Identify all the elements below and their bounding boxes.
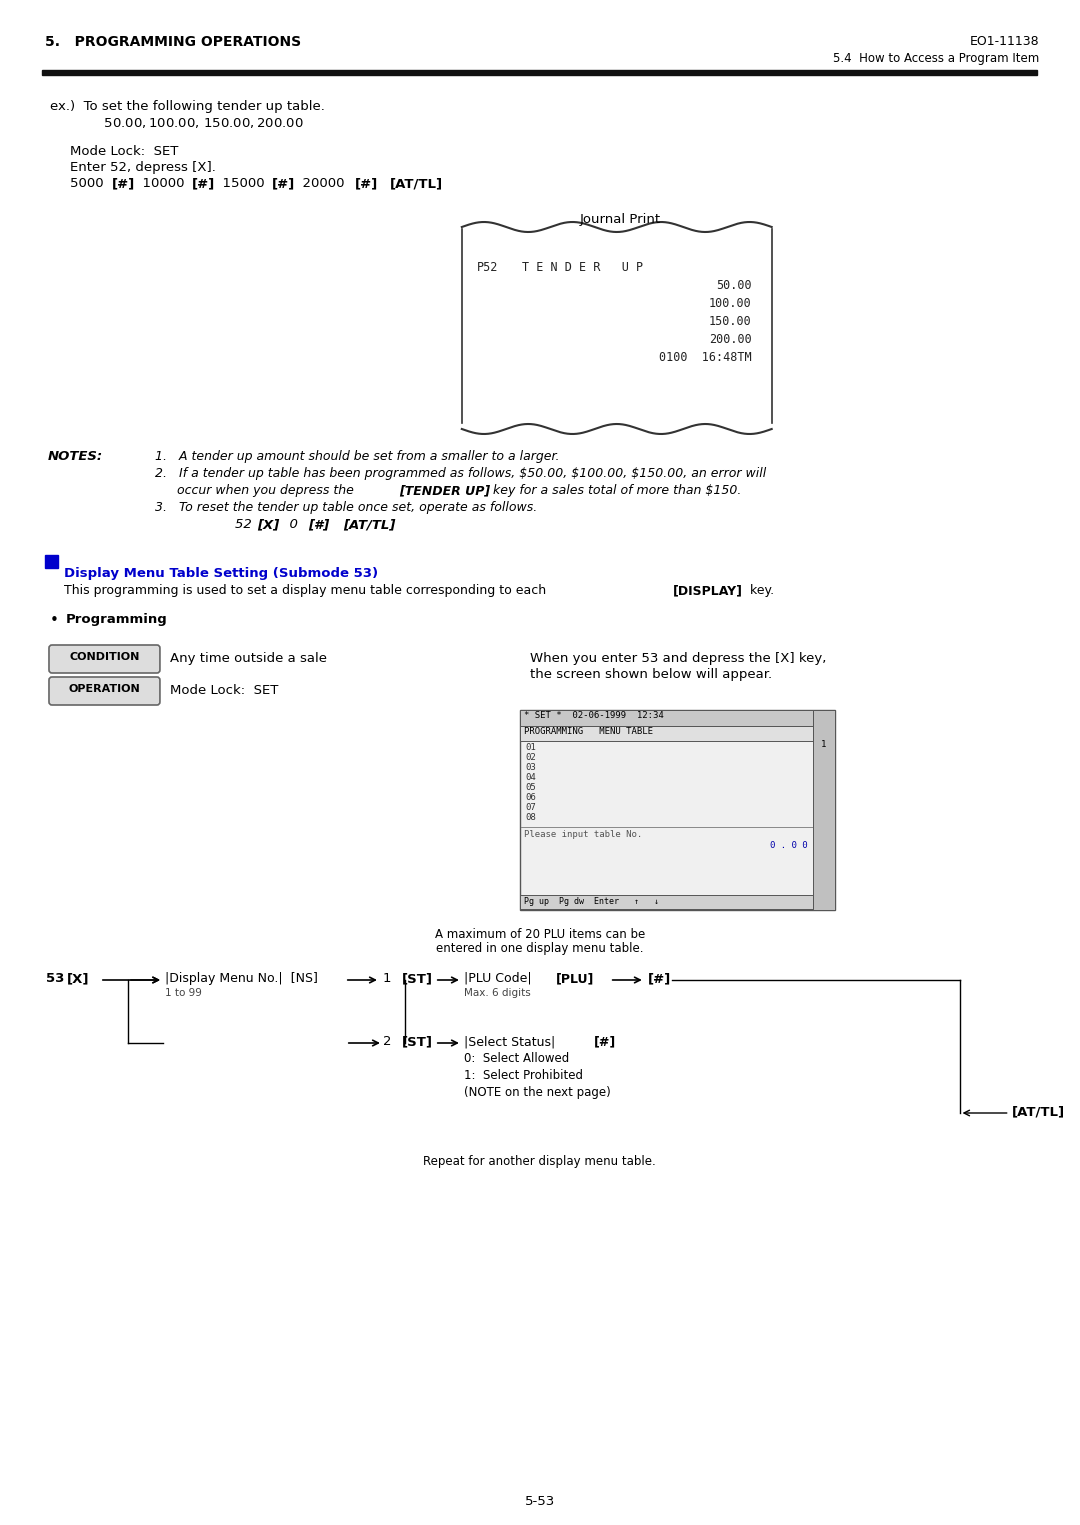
Text: 1 to 99: 1 to 99 — [165, 988, 202, 997]
Text: 20000: 20000 — [294, 177, 349, 191]
Text: 53: 53 — [46, 971, 69, 985]
Text: [#]: [#] — [112, 177, 135, 191]
Text: T E N D E R   U P: T E N D E R U P — [522, 261, 643, 274]
Text: [ST]: [ST] — [402, 971, 433, 985]
Text: 02: 02 — [526, 753, 537, 762]
Text: entered in one display menu table.: entered in one display menu table. — [436, 942, 644, 955]
Text: This programming is used to set a display menu table corresponding to each: This programming is used to set a displa… — [64, 584, 550, 596]
Text: 06: 06 — [526, 793, 537, 802]
Text: •: • — [50, 613, 58, 628]
Text: EO1-11138: EO1-11138 — [970, 35, 1040, 47]
FancyBboxPatch shape — [49, 677, 160, 705]
Bar — [519, 895, 812, 909]
Text: [X]: [X] — [67, 971, 90, 985]
Text: [X]: [X] — [257, 518, 279, 531]
Text: the screen shown below will appear.: the screen shown below will appear. — [530, 668, 772, 682]
Text: (NOTE on the next page): (NOTE on the next page) — [463, 1086, 610, 1100]
Text: 03: 03 — [526, 762, 537, 772]
Bar — [45, 555, 58, 567]
Text: [DISPLAY]: [DISPLAY] — [673, 584, 743, 596]
Text: [#]: [#] — [308, 518, 329, 531]
Text: 07: 07 — [526, 804, 537, 811]
Text: [AT/TL]: [AT/TL] — [390, 177, 443, 191]
Text: PROGRAMMING   MENU TABLE: PROGRAMMING MENU TABLE — [524, 727, 652, 737]
Text: Mode Lock:  SET: Mode Lock: SET — [70, 145, 178, 159]
Text: 1.   A tender up amount should be set from a smaller to a larger.: 1. A tender up amount should be set from… — [154, 450, 559, 464]
Text: 04: 04 — [526, 773, 537, 782]
Text: When you enter 53 and depress the [X] key,: When you enter 53 and depress the [X] ke… — [530, 653, 826, 665]
Text: NOTES:: NOTES: — [48, 450, 103, 464]
Bar — [519, 711, 835, 910]
Text: OPERATION: OPERATION — [69, 685, 140, 694]
Text: 200.00: 200.00 — [708, 332, 752, 346]
Text: [AT/TL]: [AT/TL] — [1012, 1106, 1065, 1118]
Text: ex.)  To set the following tender up table.: ex.) To set the following tender up tabl… — [50, 101, 325, 113]
Text: 2.   If a tender up table has been programmed as follows, $50.00, $100.00, $150.: 2. If a tender up table has been program… — [154, 467, 766, 480]
Text: 01: 01 — [526, 743, 537, 752]
Bar — [42, 70, 1037, 75]
Text: 150.00: 150.00 — [708, 316, 752, 328]
Text: occur when you depress the: occur when you depress the — [177, 483, 357, 497]
Text: 5-53: 5-53 — [525, 1494, 555, 1508]
Text: Mode Lock:  SET: Mode Lock: SET — [170, 685, 279, 697]
FancyBboxPatch shape — [49, 645, 160, 673]
Text: CONDITION: CONDITION — [69, 653, 139, 662]
Bar — [519, 711, 812, 726]
Text: $50.00, $100.00, $150.00, $200.00: $50.00, $100.00, $150.00, $200.00 — [70, 116, 303, 130]
Text: 5.   PROGRAMMING OPERATIONS: 5. PROGRAMMING OPERATIONS — [45, 35, 301, 49]
Text: [PLU]: [PLU] — [556, 971, 594, 985]
Text: [AT/TL]: [AT/TL] — [342, 518, 395, 531]
Text: 0 . 0 0: 0 . 0 0 — [770, 840, 808, 849]
Text: 05: 05 — [526, 782, 537, 791]
Text: 52: 52 — [235, 518, 256, 531]
Text: A maximum of 20 PLU items can be: A maximum of 20 PLU items can be — [434, 929, 645, 941]
Text: 15000: 15000 — [214, 177, 269, 191]
Text: 100.00: 100.00 — [708, 297, 752, 310]
Text: 2: 2 — [382, 1035, 400, 1048]
Text: 1:  Select Prohibited: 1: Select Prohibited — [463, 1069, 583, 1083]
Text: Enter 52, depress [X].: Enter 52, depress [X]. — [70, 162, 216, 174]
Text: 1: 1 — [821, 740, 826, 749]
Text: key for a sales total of more than $150.: key for a sales total of more than $150. — [489, 483, 741, 497]
Text: 1: 1 — [382, 971, 400, 985]
Text: Display Menu Table Setting (Submode 53): Display Menu Table Setting (Submode 53) — [64, 567, 378, 580]
Text: 08: 08 — [526, 813, 537, 822]
Text: |Select Status|: |Select Status| — [463, 1035, 563, 1048]
Text: 50.00: 50.00 — [716, 279, 752, 291]
Text: * SET *  02-06-1999  12:34: * SET * 02-06-1999 12:34 — [524, 711, 663, 720]
Text: [#]: [#] — [192, 177, 215, 191]
Text: 10000: 10000 — [134, 177, 189, 191]
Text: Repeat for another display menu table.: Repeat for another display menu table. — [423, 1154, 657, 1168]
Text: Max. 6 digits: Max. 6 digits — [463, 988, 530, 997]
Text: 3.   To reset the tender up table once set, operate as follows.: 3. To reset the tender up table once set… — [154, 502, 537, 514]
Text: Please input table No.: Please input table No. — [524, 830, 642, 839]
Text: Programming: Programming — [66, 613, 167, 625]
Text: P52: P52 — [476, 261, 498, 274]
Text: Any time outside a sale: Any time outside a sale — [170, 653, 327, 665]
Text: key.: key. — [745, 584, 774, 596]
Text: |Display Menu No.|  [NS]: |Display Menu No.| [NS] — [165, 971, 318, 985]
Text: 0:  Select Allowed: 0: Select Allowed — [463, 1052, 569, 1064]
Text: [TENDER UP]: [TENDER UP] — [399, 483, 490, 497]
Text: 5.4  How to Access a Program Item: 5.4 How to Access a Program Item — [834, 52, 1040, 66]
Text: [#]: [#] — [272, 177, 295, 191]
Text: 0100  16:48TM: 0100 16:48TM — [659, 351, 752, 364]
Text: Pg up  Pg dw  Enter   ↑   ↓: Pg up Pg dw Enter ↑ ↓ — [524, 897, 659, 906]
Text: [#]: [#] — [355, 177, 378, 191]
Text: |PLU Code|: |PLU Code| — [463, 971, 539, 985]
Text: Journal Print: Journal Print — [579, 214, 660, 226]
Text: [#]: [#] — [594, 1035, 616, 1048]
Bar — [812, 711, 835, 910]
Text: 5000: 5000 — [70, 177, 108, 191]
Text: [#]: [#] — [648, 971, 671, 985]
Text: 0: 0 — [281, 518, 302, 531]
Bar — [519, 726, 812, 741]
Text: [ST]: [ST] — [402, 1035, 433, 1048]
